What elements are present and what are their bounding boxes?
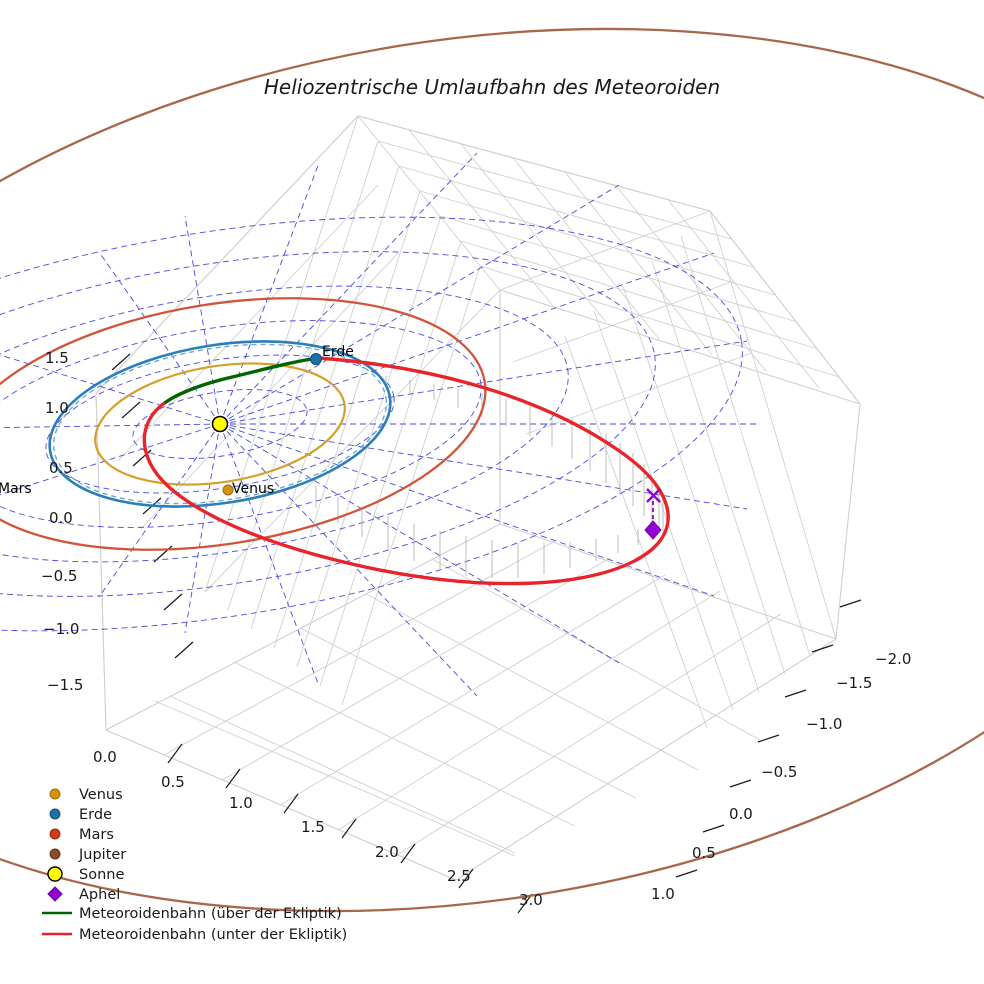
grid-back-right bbox=[499, 210, 861, 729]
x-tick-0: 0.0 bbox=[93, 748, 117, 766]
orbit-mars bbox=[0, 297, 487, 551]
tick-marks-x bbox=[167, 743, 533, 914]
meteoroid-orbit-above bbox=[164, 356, 320, 404]
y-tick-6: −1.5 bbox=[47, 676, 83, 694]
legend-marker-erde-icon bbox=[49, 808, 61, 820]
y-tick-5: −1.0 bbox=[43, 620, 79, 638]
z-tick-3: −0.5 bbox=[761, 763, 797, 781]
x-tick-4: 2.0 bbox=[375, 843, 399, 861]
z-tick-4: −1.0 bbox=[806, 715, 842, 733]
legend-label-erde: Erde bbox=[79, 807, 112, 823]
legend-item-meteoroid-above[interactable]: Meteoroidenbahn (über der Ekliptik) bbox=[42, 906, 342, 922]
legend-label-venus: Venus bbox=[79, 787, 123, 803]
axes-panes bbox=[96, 116, 860, 639]
y-tick-0: 1.5 bbox=[45, 349, 69, 367]
legend-label-aphel: Aphel bbox=[79, 887, 120, 903]
x-tick-5: 2.5 bbox=[447, 867, 471, 885]
legend-item-meteoroid-below[interactable]: Meteoroidenbahn (unter der Ekliptik) bbox=[42, 927, 347, 943]
z-tick-5: −1.5 bbox=[836, 674, 872, 692]
venus-marker bbox=[222, 484, 234, 496]
venus-label: Venus bbox=[232, 481, 274, 497]
y-tick-4: −0.5 bbox=[41, 567, 77, 585]
legend-marker-jupiter-icon bbox=[49, 848, 61, 860]
aphel-projection-x-icon bbox=[646, 488, 661, 503]
legend-label-sonne: Sonne bbox=[79, 867, 124, 883]
mars-label: Mars bbox=[0, 481, 32, 497]
y-tick-3: 0.0 bbox=[49, 509, 73, 527]
legend: Venus Erde Mars Jupiter Sonne Aphel bbox=[42, 787, 347, 943]
aphel-diamond-marker bbox=[644, 520, 662, 540]
legend-label-mars: Mars bbox=[79, 827, 114, 843]
grid-back-left bbox=[95, 115, 501, 706]
page-title: Heliozentrische Umlaufbahn des Meteoroid… bbox=[264, 75, 720, 99]
grid-floor-x bbox=[105, 558, 761, 881]
legend-item-jupiter[interactable]: Jupiter bbox=[49, 847, 126, 863]
legend-item-mars[interactable]: Mars bbox=[49, 827, 114, 843]
earth-label: Erde bbox=[322, 344, 354, 360]
z-tick-0: 1.0 bbox=[651, 885, 675, 903]
x-tick-6: 3.0 bbox=[519, 891, 543, 909]
grid-floor-depth bbox=[105, 523, 837, 881]
earth-marker bbox=[310, 353, 322, 365]
legend-item-venus[interactable]: Venus bbox=[49, 787, 123, 803]
x-tick-1: 0.5 bbox=[161, 773, 185, 791]
x-tick-3: 1.5 bbox=[301, 818, 325, 836]
legend-label-jupiter: Jupiter bbox=[78, 847, 126, 863]
z-tick-6: −2.0 bbox=[875, 650, 911, 668]
z-tick-1: 0.5 bbox=[692, 844, 716, 862]
x-tick-2: 1.0 bbox=[229, 794, 253, 812]
y-tick-2: 0.5 bbox=[49, 459, 73, 477]
legend-item-aphel[interactable]: Aphel bbox=[47, 886, 120, 903]
orbit-venus bbox=[94, 362, 346, 486]
legend-marker-aphel-icon bbox=[47, 886, 63, 902]
legend-item-erde[interactable]: Erde bbox=[49, 807, 112, 823]
legend-label-meteoroid-above: Meteoroidenbahn (über der Ekliptik) bbox=[79, 906, 342, 922]
legend-marker-mars-icon bbox=[49, 828, 61, 840]
sun-marker bbox=[211, 415, 229, 433]
meteoroid-orbit-below bbox=[142, 356, 670, 586]
legend-marker-sonne-icon bbox=[47, 866, 63, 882]
z-tick-2: 0.0 bbox=[729, 805, 753, 823]
aphel-group bbox=[644, 488, 662, 540]
orbit-earth bbox=[48, 340, 392, 508]
y-tick-1: 1.0 bbox=[45, 399, 69, 417]
legend-item-sonne[interactable]: Sonne bbox=[47, 866, 124, 883]
legend-label-meteoroid-below: Meteoroidenbahn (unter der Ekliptik) bbox=[79, 927, 347, 943]
legend-marker-venus-icon bbox=[49, 788, 61, 800]
tick-marks-z bbox=[675, 599, 862, 878]
